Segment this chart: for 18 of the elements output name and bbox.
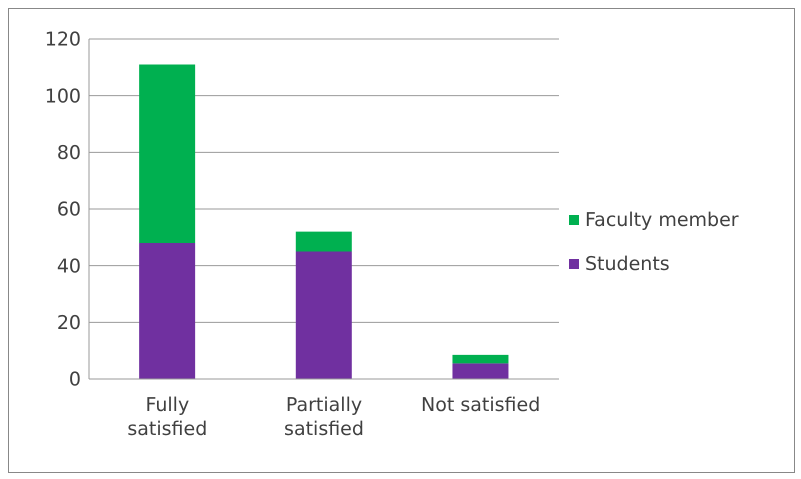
y-tick-label: 0 (68, 368, 81, 391)
bar (139, 243, 196, 379)
y-tick-label: 120 (44, 28, 81, 51)
bar (452, 363, 508, 379)
y-tick-label: 20 (56, 312, 81, 334)
y-tick-label: 100 (44, 85, 81, 108)
y-tick-label: 60 (56, 198, 81, 221)
bar (296, 232, 352, 252)
bar (452, 354, 508, 364)
x-tick-label: Not satisfied (421, 394, 540, 416)
legend-label: Students (585, 253, 670, 275)
bar (296, 252, 352, 379)
x-tick-label: Partially satisfied (284, 394, 364, 440)
legend-label: Faculty member (585, 209, 739, 231)
bar (139, 64, 196, 243)
y-tick-label: 80 (56, 142, 81, 164)
x-tick-label: Fully satisfied (127, 394, 208, 440)
y-tick-label: 40 (56, 255, 81, 278)
